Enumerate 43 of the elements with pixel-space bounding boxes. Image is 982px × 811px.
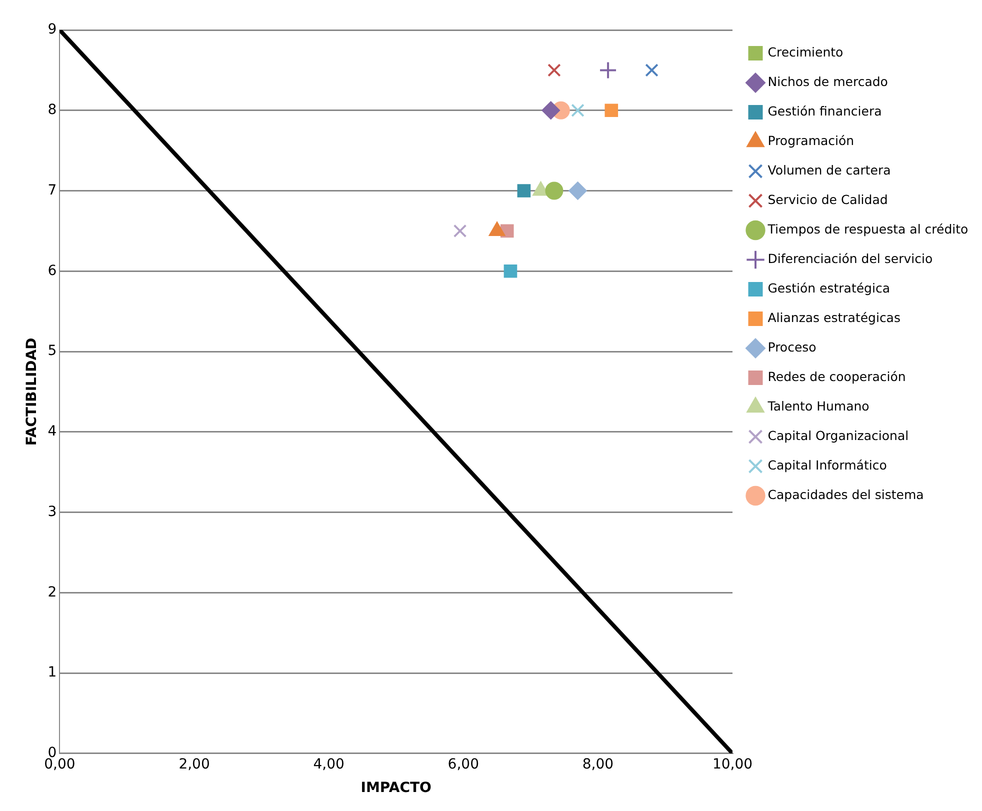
legend-label: Diferenciación del servicio — [768, 251, 933, 266]
point — [517, 184, 531, 198]
legend-label: Capacidades del sistema — [768, 487, 924, 502]
x-tick-label: 2,00 — [178, 756, 210, 772]
x-tick-label: 10,00 — [712, 756, 753, 772]
y-tick-label: 4 — [48, 424, 57, 440]
point — [542, 101, 560, 120]
x-tick-label: 6,00 — [448, 756, 479, 772]
legend-label: Talento Humano — [766, 398, 870, 414]
legend-label: Servicio de Calidad — [768, 192, 888, 207]
legend-label: Tiempos de respuesta al crédito — [766, 222, 968, 236]
point — [571, 104, 584, 118]
y-tick-label: 9 — [48, 22, 57, 38]
legend-label: Gestión estratégica — [768, 280, 890, 296]
x-tick-label: 4,00 — [313, 756, 344, 772]
x-axis-title: IMPACTO — [360, 780, 432, 796]
point — [504, 264, 518, 278]
legend-label: Alianzas estratégicas — [768, 310, 900, 325]
y-tick-label: 6 — [48, 262, 57, 279]
y-tick-label: 5 — [48, 343, 57, 360]
legend-label: Volumen de cartera — [768, 162, 891, 178]
legend-label: Capital Organizacional — [768, 428, 909, 443]
y-tick-label: 1 — [48, 664, 57, 681]
legend-label: Crecimiento — [768, 44, 844, 60]
point — [453, 224, 467, 238]
point — [548, 64, 561, 77]
y-axis-title: FACTIBILIDAD — [24, 338, 40, 446]
legend-label: Redes de cooperación — [768, 369, 906, 384]
y-tick-label: 7 — [48, 182, 57, 198]
legend-label: Programación — [768, 133, 854, 148]
point — [645, 64, 658, 77]
legend-label: Nichos de mercado — [768, 74, 888, 89]
legend-label: Proceso — [768, 340, 816, 354]
x-tick-label: 8,00 — [582, 756, 614, 772]
legend-label: Gestión financiera — [768, 104, 882, 118]
y-tick-label: 3 — [48, 504, 57, 520]
legend-label: Capital Informático — [768, 458, 887, 472]
point — [545, 182, 564, 200]
y-tick-label: 8 — [48, 102, 57, 118]
point — [604, 104, 618, 118]
y-tick-label: 2 — [48, 584, 57, 600]
point — [568, 182, 587, 200]
point — [599, 61, 618, 80]
